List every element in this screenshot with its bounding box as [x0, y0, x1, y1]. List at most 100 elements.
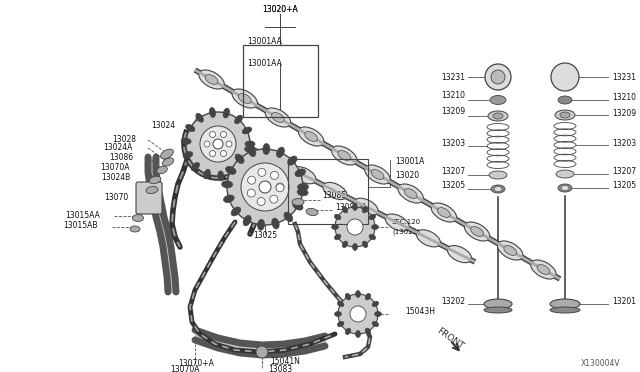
Ellipse shape — [276, 147, 284, 157]
Text: 13231: 13231 — [441, 73, 465, 81]
Ellipse shape — [232, 89, 257, 108]
Circle shape — [259, 181, 271, 193]
Ellipse shape — [353, 203, 358, 211]
Ellipse shape — [561, 186, 569, 190]
Ellipse shape — [555, 110, 575, 120]
Ellipse shape — [230, 135, 253, 152]
Circle shape — [209, 151, 216, 157]
Ellipse shape — [161, 149, 173, 159]
Ellipse shape — [342, 206, 348, 213]
Ellipse shape — [416, 230, 440, 247]
Text: 13001AA: 13001AA — [248, 60, 282, 68]
Circle shape — [248, 176, 255, 184]
Text: 13024A: 13024A — [104, 144, 133, 153]
Ellipse shape — [186, 124, 195, 132]
Ellipse shape — [504, 246, 516, 256]
Ellipse shape — [130, 226, 140, 232]
Circle shape — [271, 171, 278, 179]
Ellipse shape — [371, 224, 378, 230]
Circle shape — [338, 294, 378, 334]
Text: 13070A: 13070A — [100, 163, 130, 171]
Circle shape — [186, 112, 250, 176]
Ellipse shape — [374, 311, 381, 317]
Ellipse shape — [181, 138, 191, 144]
Ellipse shape — [292, 199, 304, 205]
Ellipse shape — [257, 219, 264, 230]
Ellipse shape — [372, 321, 379, 327]
Text: 13205: 13205 — [441, 182, 465, 190]
Circle shape — [241, 163, 289, 211]
Ellipse shape — [335, 311, 342, 317]
Ellipse shape — [218, 171, 224, 181]
Ellipse shape — [183, 152, 193, 158]
Ellipse shape — [355, 330, 360, 337]
Text: 13020+A: 13020+A — [262, 4, 298, 13]
FancyBboxPatch shape — [136, 182, 162, 214]
Text: 13207: 13207 — [441, 167, 465, 176]
Ellipse shape — [205, 74, 218, 84]
Bar — [243, 45, 318, 117]
Ellipse shape — [338, 151, 351, 160]
Ellipse shape — [470, 227, 483, 237]
Ellipse shape — [560, 112, 570, 118]
Ellipse shape — [238, 94, 251, 103]
Ellipse shape — [221, 181, 232, 188]
Ellipse shape — [230, 167, 237, 176]
Ellipse shape — [272, 218, 279, 229]
Ellipse shape — [323, 182, 347, 199]
Ellipse shape — [369, 234, 376, 240]
Text: 13015AB: 13015AB — [63, 221, 98, 231]
Ellipse shape — [494, 186, 502, 192]
Circle shape — [200, 126, 236, 162]
Text: 13205: 13205 — [612, 182, 636, 190]
Ellipse shape — [149, 176, 161, 184]
Ellipse shape — [163, 158, 173, 166]
Ellipse shape — [493, 113, 503, 119]
Text: 13083: 13083 — [268, 366, 292, 372]
Circle shape — [204, 141, 210, 147]
Text: 13028: 13028 — [112, 135, 136, 144]
Text: 13209: 13209 — [612, 109, 636, 118]
Ellipse shape — [447, 246, 472, 263]
Text: X130004V: X130004V — [580, 359, 620, 369]
Text: 13231: 13231 — [612, 73, 636, 81]
Ellipse shape — [550, 307, 580, 313]
Ellipse shape — [558, 184, 572, 192]
Text: 15043H: 15043H — [405, 308, 435, 317]
Text: 13020: 13020 — [395, 171, 419, 180]
Circle shape — [221, 131, 227, 138]
Text: 13207: 13207 — [612, 167, 636, 176]
Ellipse shape — [235, 115, 243, 124]
Ellipse shape — [244, 147, 255, 153]
Ellipse shape — [223, 108, 230, 118]
Text: 13024: 13024 — [151, 121, 175, 129]
Circle shape — [257, 198, 265, 205]
Circle shape — [350, 306, 366, 322]
Ellipse shape — [132, 215, 143, 221]
Circle shape — [276, 183, 284, 191]
Ellipse shape — [199, 70, 224, 89]
Ellipse shape — [293, 202, 303, 210]
Ellipse shape — [490, 96, 506, 105]
Ellipse shape — [226, 166, 236, 174]
Ellipse shape — [365, 328, 371, 334]
Ellipse shape — [488, 111, 508, 121]
Circle shape — [551, 63, 579, 91]
Text: 13025: 13025 — [253, 231, 277, 241]
Text: 15041N: 15041N — [270, 357, 300, 366]
Ellipse shape — [240, 158, 249, 166]
Circle shape — [247, 189, 255, 197]
Ellipse shape — [362, 206, 368, 213]
Circle shape — [485, 64, 511, 90]
Text: 13203: 13203 — [441, 140, 465, 148]
Ellipse shape — [355, 291, 360, 298]
Ellipse shape — [531, 260, 556, 279]
Text: 13210: 13210 — [441, 90, 465, 99]
Text: 13086: 13086 — [109, 153, 133, 161]
Ellipse shape — [332, 224, 339, 230]
Text: 13001A: 13001A — [395, 157, 424, 167]
Text: 13015AA: 13015AA — [65, 211, 100, 219]
Text: 13203: 13203 — [612, 138, 636, 148]
Circle shape — [213, 139, 223, 149]
Ellipse shape — [298, 183, 308, 190]
